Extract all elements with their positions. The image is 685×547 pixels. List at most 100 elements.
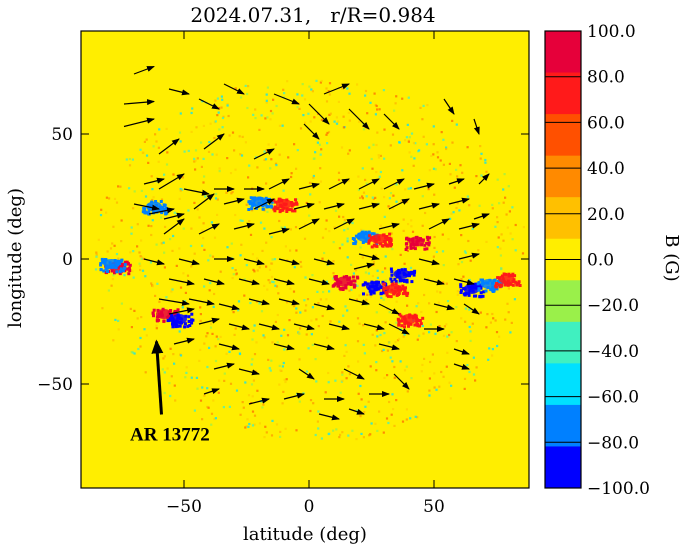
- noise-pixel: [196, 157, 199, 160]
- noise-pixel: [263, 227, 266, 230]
- noise-pixel: [502, 188, 505, 191]
- noise-pixel: [265, 99, 268, 102]
- noise-pixel: [211, 153, 214, 156]
- region-pixel: [388, 232, 392, 236]
- region-pixel: [404, 248, 408, 251]
- noise-pixel: [375, 311, 378, 314]
- flow-arrow: [193, 193, 215, 210]
- noise-pixel: [422, 104, 425, 107]
- noise-pixel: [218, 170, 221, 173]
- region-pixel: [338, 286, 342, 290]
- flow-arrow: [298, 368, 315, 380]
- noise-pixel: [261, 249, 264, 252]
- noise-pixel: [229, 382, 233, 385]
- noise-pixel: [439, 291, 442, 294]
- colorbar-tick-label: −100.0: [587, 479, 650, 499]
- noise-pixel: [258, 128, 261, 131]
- region-pixel: [459, 291, 463, 294]
- noise-pixel: [166, 151, 169, 154]
- colorbar-band: [545, 72, 581, 115]
- noise-pixel: [460, 317, 463, 320]
- noise-pixel: [325, 87, 328, 90]
- noise-pixel: [394, 102, 397, 105]
- noise-pixel: [120, 240, 123, 243]
- noise-pixel: [406, 123, 409, 126]
- noise-pixel: [247, 176, 250, 179]
- region-core: [336, 276, 352, 287]
- noise-pixel: [466, 364, 469, 367]
- noise-pixel: [286, 334, 290, 337]
- noise-pixel: [378, 108, 381, 111]
- noise-pixel: [190, 376, 193, 379]
- region-pixel: [495, 282, 499, 286]
- noise-pixel: [239, 153, 242, 156]
- noise-pixel: [119, 185, 122, 188]
- noise-pixel: [308, 214, 311, 217]
- noise-pixel: [320, 118, 324, 121]
- flow-arrow: [393, 373, 410, 390]
- noise-pixel: [117, 257, 120, 260]
- noise-pixel: [438, 325, 441, 328]
- region-pixel: [176, 308, 180, 312]
- region-pixel: [371, 290, 375, 294]
- y-axis-label: longitude (deg): [5, 188, 26, 328]
- noise-pixel: [190, 130, 193, 133]
- noise-pixel: [163, 266, 166, 269]
- region-pixel: [372, 232, 376, 236]
- noise-pixel: [496, 221, 499, 224]
- noise-pixel: [343, 354, 346, 357]
- noise-pixel: [107, 289, 110, 292]
- noise-pixel: [248, 220, 251, 223]
- noise-pixel: [225, 191, 228, 194]
- noise-pixel: [269, 369, 272, 372]
- noise-pixel: [231, 131, 235, 134]
- noise-pixel: [376, 131, 379, 134]
- region-pixel: [477, 287, 481, 291]
- noise-pixel: [435, 250, 438, 254]
- noise-pixel: [328, 93, 331, 96]
- noise-pixel: [120, 219, 123, 222]
- region-pixel: [367, 241, 371, 245]
- noise-pixel: [392, 207, 395, 210]
- flow-arrow: [148, 207, 175, 215]
- noise-pixel: [128, 187, 131, 190]
- noise-pixel: [347, 152, 350, 155]
- noise-pixel: [279, 369, 282, 372]
- noise-pixel: [165, 127, 168, 130]
- region-pixel: [363, 281, 367, 285]
- noise-pixel: [129, 307, 132, 310]
- region-pixel: [247, 208, 251, 211]
- noise-pixel: [214, 345, 217, 348]
- region-pixel: [515, 283, 519, 287]
- noise-pixel: [389, 192, 393, 195]
- noise-pixel: [309, 193, 312, 196]
- noise-pixel: [302, 114, 305, 117]
- region-pixel: [171, 312, 175, 316]
- noise-pixel: [374, 253, 378, 256]
- noise-pixel: [150, 175, 153, 178]
- noise-pixel: [128, 157, 131, 161]
- noise-pixel: [209, 122, 212, 125]
- noise-pixel: [455, 306, 458, 309]
- noise-pixel: [312, 174, 315, 178]
- noise-pixel: [265, 241, 268, 244]
- noise-pixel: [303, 237, 307, 240]
- noise-pixel: [421, 224, 424, 227]
- noise-pixel: [406, 390, 409, 393]
- noise-pixel: [202, 124, 205, 127]
- noise-pixel: [387, 205, 390, 208]
- noise-pixel: [299, 260, 302, 264]
- noise-pixel: [359, 246, 362, 249]
- noise-pixel: [199, 319, 202, 322]
- noise-pixel: [369, 101, 372, 104]
- noise-pixel: [223, 372, 226, 375]
- noise-pixel: [411, 230, 415, 233]
- noise-pixel: [213, 136, 216, 140]
- region-pixel: [113, 271, 116, 275]
- flow-arrow: [363, 323, 385, 331]
- noise-pixel: [343, 218, 346, 222]
- flow-arrow: [268, 178, 290, 190]
- noise-pixel: [326, 131, 329, 135]
- noise-pixel: [278, 124, 281, 127]
- noise-pixel: [155, 243, 158, 246]
